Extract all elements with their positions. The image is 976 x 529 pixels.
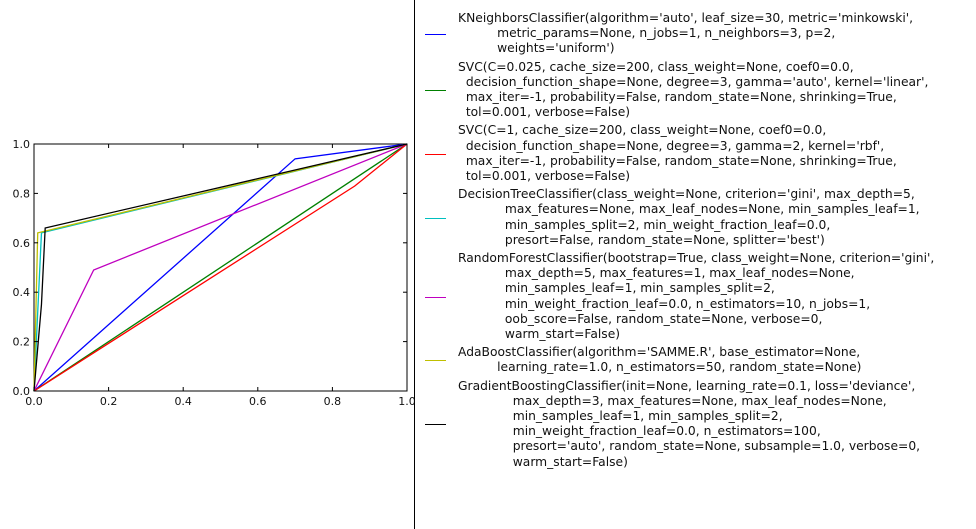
legend-label: SVC(C=0.025, cache_size=200, class_weigh… — [458, 59, 929, 120]
legend-swatch — [425, 33, 446, 35]
y-tick-label: 0.2 — [13, 336, 31, 349]
legend-entry: KNeighborsClassifier(algorithm='auto', l… — [415, 11, 976, 57]
series-line-5 — [33, 143, 408, 392]
legend-label: AdaBoostClassifier(algorithm='SAMME.R', … — [458, 345, 862, 375]
legend-swatch — [425, 424, 446, 426]
y-axis: 0.0 0.2 0.4 0.6 0.8 1.0 — [13, 138, 407, 398]
legend-swatch — [425, 153, 446, 155]
series-line-4 — [33, 143, 408, 392]
series-layer — [33, 143, 408, 392]
legend-label: GradientBoostingClassifier(init=None, le… — [458, 378, 921, 469]
x-tick-label: 0.4 — [174, 395, 192, 408]
legend-entry: DecisionTreeClassifier(class_weight=None… — [415, 187, 976, 248]
legend-swatch — [425, 360, 446, 362]
series-line-1 — [33, 143, 408, 392]
series-line-6 — [33, 143, 408, 392]
y-tick-label: 0.4 — [13, 286, 31, 299]
roc-chart: 0.0 0.2 0.4 0.6 0.8 1.0 0.0 0.2 0.4 0.6 0.8 1.0 — [13, 138, 416, 408]
legend-swatch — [425, 89, 446, 91]
x-tick-label: 1.0 — [398, 395, 416, 408]
legend-entry: AdaBoostClassifier(algorithm='SAMME.R', … — [415, 345, 976, 375]
legend-swatch — [425, 296, 446, 298]
legend-entry: SVC(C=1, cache_size=200, class_weight=No… — [415, 123, 976, 184]
series-line-2 — [33, 143, 408, 392]
x-tick-label: 0.6 — [249, 395, 267, 408]
legend-swatch — [425, 217, 446, 219]
x-axis: 0.0 0.2 0.4 0.6 0.8 1.0 — [25, 144, 416, 408]
x-tick-label: 0.8 — [324, 395, 342, 408]
legend-entry: RandomForestClassifier(bootstrap=True, c… — [415, 251, 976, 342]
x-tick-label: 0.2 — [100, 395, 118, 408]
legend: KNeighborsClassifier(algorithm='auto', l… — [414, 0, 976, 529]
y-tick-label: 0.0 — [13, 385, 31, 398]
series-line-0 — [33, 143, 408, 392]
legend-label: SVC(C=1, cache_size=200, class_weight=No… — [458, 123, 897, 183]
legend-label: DecisionTreeClassifier(class_weight=None… — [458, 187, 920, 247]
y-tick-label: 1.0 — [13, 138, 31, 151]
legend-label: KNeighborsClassifier(algorithm='auto', l… — [458, 11, 914, 56]
legend-entry: GradientBoostingClassifier(init=None, le… — [415, 379, 976, 470]
legend-entry: SVC(C=0.025, cache_size=200, class_weigh… — [415, 60, 976, 121]
legend-label: RandomForestClassifier(bootstrap=True, c… — [458, 251, 935, 342]
y-tick-label: 0.8 — [13, 187, 31, 200]
x-tick-label: 0.0 — [25, 395, 43, 408]
y-tick-label: 0.6 — [13, 237, 31, 250]
